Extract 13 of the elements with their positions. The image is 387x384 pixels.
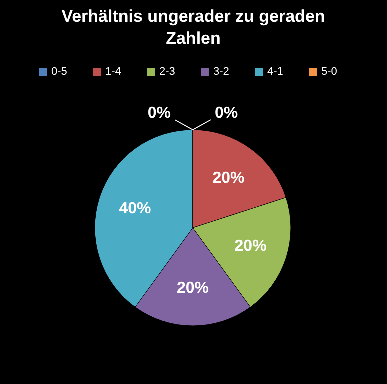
data-label: 20% [212, 170, 245, 188]
legend-label: 3-2 [214, 66, 230, 78]
text: 0% [215, 105, 238, 122]
chart-title: Verhältnis ungerader zu geraden Zahlen [62, 7, 326, 48]
data-label: 20% [176, 280, 210, 297]
data-label: 20% [234, 238, 267, 256]
legend-label: 2-3 [160, 66, 176, 78]
legend-label: 1-4 [106, 66, 122, 78]
legend-label: 5-0 [322, 66, 338, 78]
data-label: 40% [119, 200, 152, 218]
legend-label: 0-5 [52, 66, 68, 78]
text: 0% [148, 105, 171, 122]
legend-label: 4-1 [268, 66, 284, 78]
